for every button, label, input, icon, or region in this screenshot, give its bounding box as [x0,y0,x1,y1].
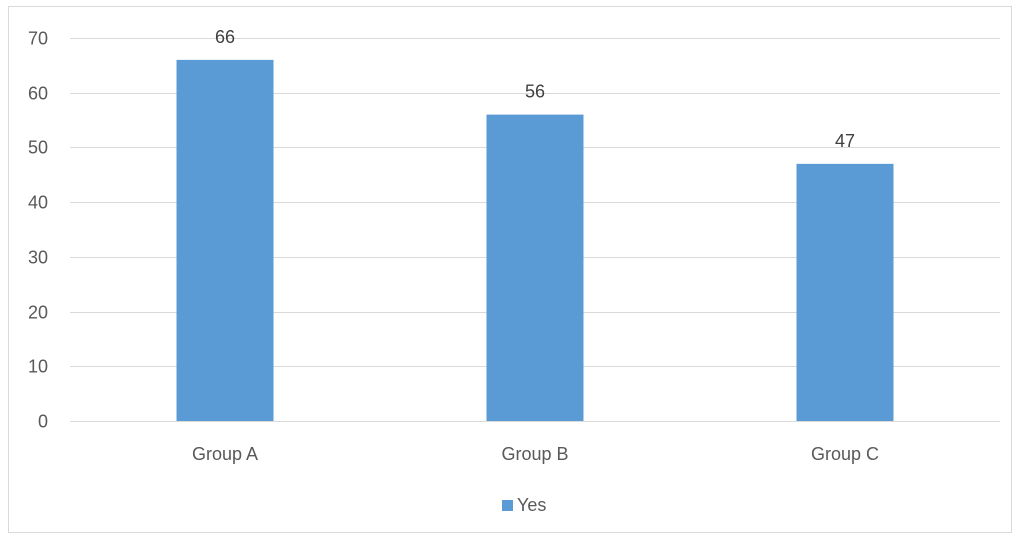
y-tick-label: 50 [28,138,48,158]
data-label: 66 [215,27,235,47]
y-axis-ticks: 0 10 20 30 40 50 60 70 [28,29,48,432]
data-label: 56 [525,82,545,102]
y-tick-label: 20 [28,303,48,323]
x-tick-label: Group A [192,444,258,464]
bar-group-c [796,163,894,422]
legend-swatch [502,500,513,511]
x-axis-ticks: Group A Group B Group C [192,444,879,464]
legend: Yes [502,495,546,515]
y-tick-label: 0 [38,412,48,432]
y-tick-label: 60 [28,84,48,104]
bar-group-b [486,114,584,421]
x-tick-label: Group C [811,444,879,464]
data-labels: 66 56 47 [215,27,855,151]
y-tick-label: 70 [28,29,48,49]
x-tick-label: Group B [501,444,568,464]
data-label: 47 [835,131,855,151]
y-tick-label: 40 [28,193,48,213]
legend-label: Yes [517,495,546,515]
bars [176,59,894,422]
y-tick-label: 10 [28,357,48,377]
bar-group-a [176,59,274,422]
y-tick-label: 30 [28,248,48,268]
